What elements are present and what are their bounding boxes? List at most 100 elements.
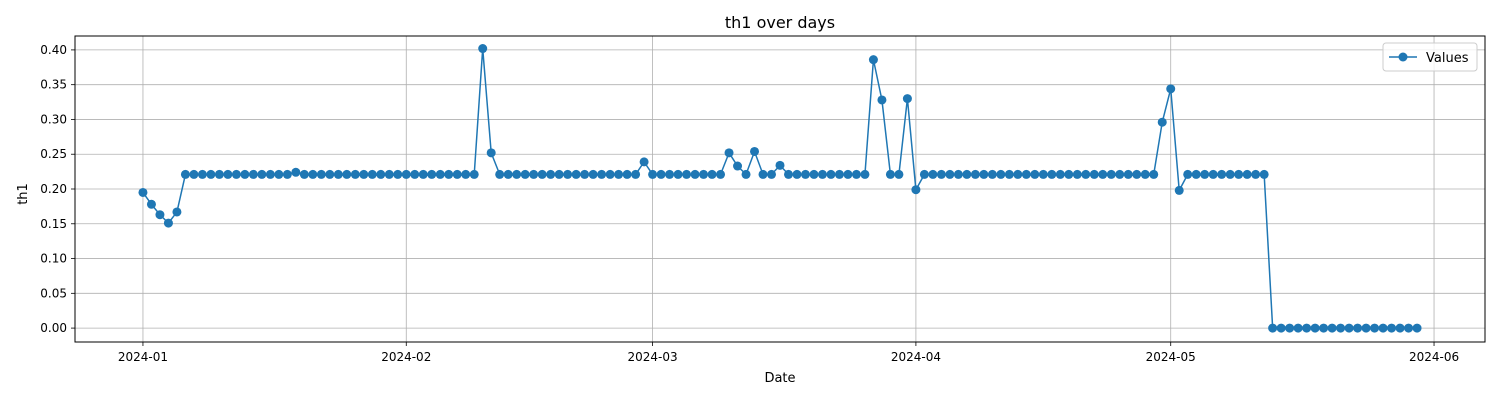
data-point	[299, 169, 309, 179]
data-point	[1081, 169, 1091, 179]
data-point	[970, 169, 980, 179]
data-point	[979, 169, 989, 179]
data-point	[554, 169, 564, 179]
data-point	[180, 169, 190, 179]
data-point	[894, 169, 904, 179]
y-tick-label: 0.30	[40, 112, 67, 126]
data-point	[800, 169, 810, 179]
data-point	[571, 169, 581, 179]
data-point	[410, 169, 420, 179]
data-point	[843, 169, 853, 179]
data-point	[231, 169, 241, 179]
data-point	[860, 169, 870, 179]
data-point	[282, 169, 292, 179]
data-point	[826, 169, 836, 179]
data-point	[1259, 169, 1269, 179]
data-point	[741, 169, 751, 179]
y-tick-label: 0.10	[40, 252, 67, 266]
chart-title: th1 over days	[725, 13, 835, 32]
data-point	[214, 169, 224, 179]
data-point	[529, 169, 539, 179]
y-tick-label: 0.25	[40, 147, 67, 161]
data-point	[1353, 323, 1363, 333]
data-point	[376, 169, 386, 179]
data-point	[945, 169, 955, 179]
data-point	[444, 169, 454, 179]
data-point	[851, 169, 861, 179]
data-point	[1004, 169, 1014, 179]
data-point	[1293, 323, 1303, 333]
data-point	[716, 169, 726, 179]
data-point	[1021, 169, 1031, 179]
data-point	[257, 169, 267, 179]
data-point	[1149, 169, 1159, 179]
data-point	[486, 148, 496, 158]
data-point	[690, 169, 700, 179]
data-point	[1395, 323, 1405, 333]
data-point	[919, 169, 929, 179]
data-point	[206, 169, 216, 179]
data-point	[792, 169, 802, 179]
data-point	[877, 95, 887, 105]
data-point	[384, 169, 394, 179]
data-point	[996, 169, 1006, 179]
data-point	[1200, 169, 1210, 179]
data-point	[962, 169, 972, 179]
data-point	[707, 169, 717, 179]
data-point	[648, 169, 658, 179]
data-point	[1336, 323, 1346, 333]
data-point	[1276, 323, 1286, 333]
data-point	[928, 169, 938, 179]
data-point	[1412, 323, 1422, 333]
data-point	[750, 146, 760, 156]
legend: Values	[1382, 42, 1478, 72]
data-point	[1174, 185, 1184, 195]
legend-box	[1382, 42, 1478, 72]
data-point	[427, 169, 437, 179]
data-point	[1030, 169, 1040, 179]
data-point	[1183, 169, 1193, 179]
data-point	[1106, 169, 1116, 179]
data-point	[1098, 169, 1108, 179]
data-point	[1251, 169, 1261, 179]
data-point	[1072, 169, 1082, 179]
data-point	[367, 169, 377, 179]
data-point	[682, 169, 692, 179]
data-point	[1370, 323, 1380, 333]
data-point	[758, 169, 768, 179]
data-point	[1115, 169, 1125, 179]
data-point	[1166, 84, 1176, 94]
data-point	[1234, 169, 1244, 179]
data-point	[172, 207, 182, 217]
x-tick-label: 2024-04	[891, 350, 941, 364]
x-tick-label: 2024-05	[1146, 350, 1196, 364]
x-tick-label: 2024-01	[118, 350, 168, 364]
data-point	[1319, 323, 1329, 333]
data-point	[1140, 169, 1150, 179]
data-point	[418, 169, 428, 179]
data-point	[478, 44, 488, 54]
data-point	[1217, 169, 1227, 179]
data-point	[1404, 323, 1414, 333]
data-point	[1123, 169, 1133, 179]
data-point	[308, 169, 318, 179]
data-point	[1268, 323, 1278, 333]
data-point	[817, 169, 827, 179]
y-tick-label: 0.15	[40, 217, 67, 231]
data-point	[775, 160, 785, 170]
legend-label: Values	[1426, 51, 1469, 66]
data-point	[503, 169, 513, 179]
data-point	[393, 169, 403, 179]
data-point	[520, 169, 530, 179]
y-tick-label: 0.00	[40, 321, 67, 335]
data-point	[333, 169, 343, 179]
plot-frame	[74, 35, 1486, 343]
data-point	[936, 169, 946, 179]
data-point	[1344, 323, 1354, 333]
data-point	[902, 94, 912, 104]
data-point	[1302, 323, 1312, 333]
data-point	[223, 169, 233, 179]
data-point	[316, 169, 326, 179]
data-point	[673, 169, 683, 179]
